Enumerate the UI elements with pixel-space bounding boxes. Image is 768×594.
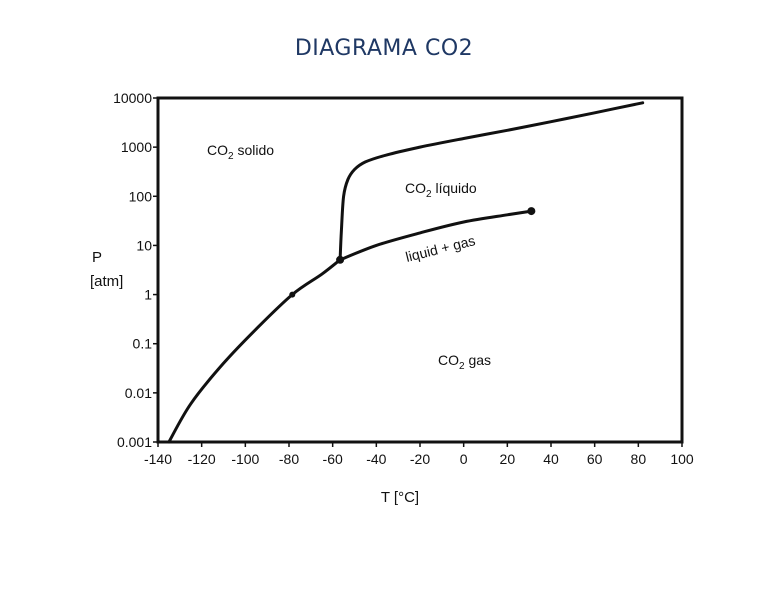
x-tick-label: -140 [144, 451, 172, 467]
y-tick-label: 10 [136, 237, 152, 253]
x-tick-label: 40 [543, 451, 559, 467]
x-axis-title: T [°C] [381, 489, 419, 506]
x-tick-label: 0 [460, 451, 468, 467]
x-tick-label: -80 [279, 451, 299, 467]
x-tick-label: -60 [323, 451, 343, 467]
vaporization-curve [338, 209, 533, 262]
slide-title: DIAGRAMA CO2 [294, 36, 474, 61]
x-tick-label: -120 [188, 451, 216, 467]
region-label-solid: CO2 solido [207, 142, 274, 162]
region-label-gas: CO2 gas [438, 352, 491, 372]
y-axis-title-unit: [atm] [90, 273, 123, 290]
x-tick-label: -100 [231, 451, 259, 467]
x-tick-label: 20 [500, 451, 516, 467]
phase-point-marker [336, 255, 345, 264]
y-tick-label: 1000 [121, 139, 152, 155]
x-tick-label: -20 [410, 451, 430, 467]
x-tick-label: 60 [587, 451, 603, 467]
phase-point-marker [527, 207, 536, 216]
y-tick-label: 0.01 [125, 385, 152, 401]
phase-point-marker [289, 291, 296, 298]
y-tick-label: 0.001 [117, 434, 152, 450]
x-tick-label: 100 [670, 451, 694, 467]
sublimation-curve [167, 258, 342, 444]
y-tick-label: 1 [144, 287, 152, 303]
ticks: -140 -120 -100 -80 -60 -40 -20 0 20 40 60 80 100 0.00… [113, 90, 694, 467]
y-tick-label: 0.1 [133, 336, 153, 352]
y-axis-title-p: P [92, 249, 102, 266]
x-tick-label: 80 [631, 451, 647, 467]
x-tick-label: -40 [366, 451, 386, 467]
y-tick-label: 100 [129, 188, 153, 204]
phase-boundaries [167, 101, 645, 444]
y-tick-label: 10000 [113, 90, 152, 106]
fusion-curve [338, 101, 645, 262]
region-label-liquid-gas: liquid + gas [404, 232, 477, 265]
phase-points [289, 207, 536, 298]
region-label-liquid: CO2 líquido [405, 180, 477, 200]
